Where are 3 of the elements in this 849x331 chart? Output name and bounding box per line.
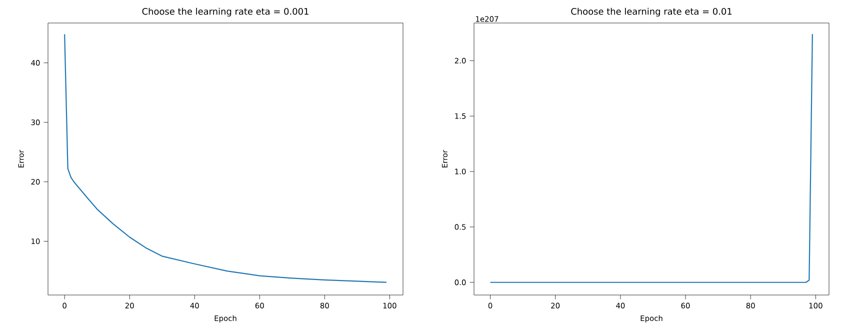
- line-series: [64, 34, 387, 283]
- chart-title: Choose the learning rate eta = 0.01: [571, 8, 732, 16]
- chart-title: Choose the learning rate eta = 0.001: [142, 8, 308, 16]
